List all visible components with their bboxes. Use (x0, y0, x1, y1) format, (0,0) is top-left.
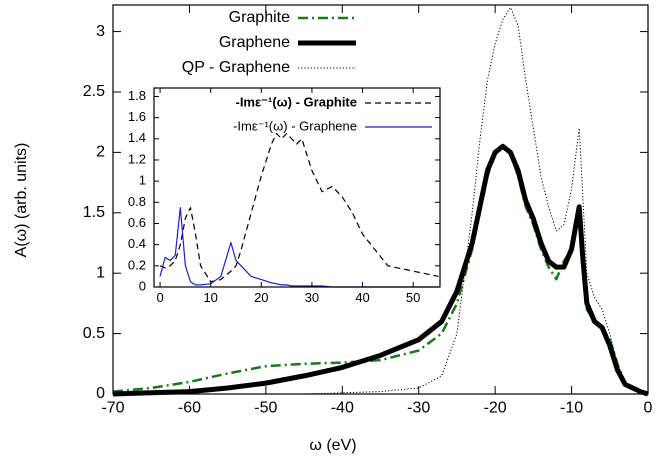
y-tick-label: 0.4 (128, 236, 146, 251)
x-tick-label: 20 (254, 290, 268, 305)
y-tick-label: 2.5 (83, 83, 105, 100)
x-axis-label: ω (eV) (309, 437, 356, 454)
x-tick-label: -10 (560, 400, 583, 417)
series-line (113, 6, 649, 395)
x-tick-label: 30 (305, 290, 319, 305)
y-tick-label: 0.8 (128, 194, 146, 209)
x-tick-label: -40 (331, 400, 354, 417)
x-tick-label: -60 (178, 400, 201, 417)
y-tick-label: 1.2 (128, 151, 146, 166)
x-tick-label: -50 (254, 400, 277, 417)
y-tick-label: 1.8 (128, 88, 146, 103)
y-tick-label: 2 (96, 144, 105, 161)
plot-area (154, 88, 440, 287)
y-tick-label: 0.5 (83, 325, 105, 342)
y-tick-label: 0 (96, 385, 105, 402)
legend-label: -Imε⁻¹(ω) - Graphite (235, 94, 357, 109)
y-tick-label: 0 (139, 278, 146, 293)
x-tick-label: 50 (406, 290, 420, 305)
series-line (112, 143, 649, 397)
y-tick-label: 0.6 (128, 215, 146, 230)
y-tick-label: 1 (96, 264, 105, 281)
x-tick-label: 0 (644, 400, 653, 417)
legend-label: Graphene (219, 34, 290, 51)
x-tick-label: -30 (407, 400, 430, 417)
y-axis-label: A(ω) (arb. units) (13, 143, 30, 258)
legend-label: QP - Graphene (182, 59, 290, 76)
legend-label: Graphite (229, 9, 290, 26)
legend-label: -Imε⁻¹(ω) - Graphene (233, 118, 357, 133)
y-tick-label: 1.5 (83, 204, 105, 221)
x-tick-label: 0 (156, 290, 163, 305)
x-tick-label: 10 (203, 290, 217, 305)
x-tick-label: -70 (101, 400, 124, 417)
y-tick-label: 1.4 (128, 130, 146, 145)
series-line (159, 132, 439, 283)
y-tick-label: 1 (139, 173, 146, 188)
y-tick-label: 0.2 (128, 257, 146, 272)
plot-frame (112, 4, 649, 395)
plot-frame (153, 87, 441, 288)
x-tick-label: 40 (355, 290, 369, 305)
y-tick-label: 3 (96, 23, 105, 40)
x-tick-label: -20 (484, 400, 507, 417)
y-tick-label: 1.6 (128, 109, 146, 124)
